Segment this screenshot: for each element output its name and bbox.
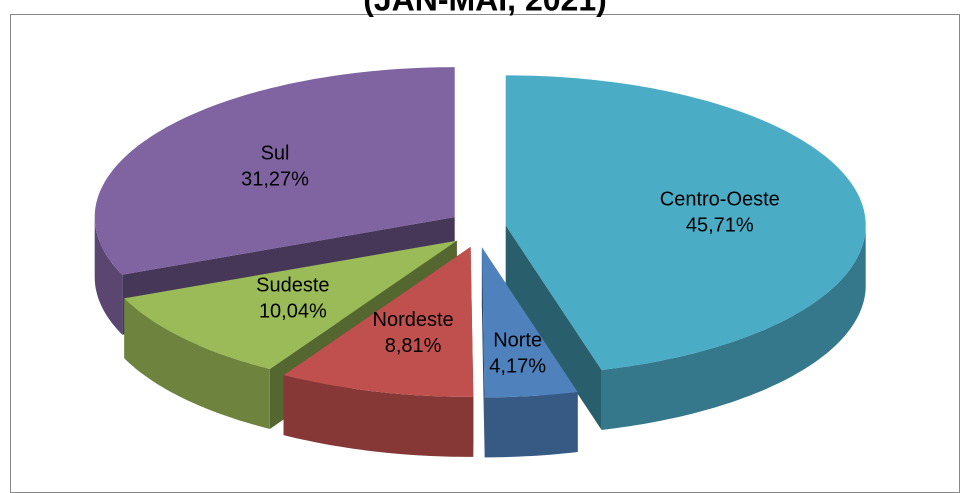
slice-side [124,298,270,429]
slice [481,247,578,398]
slice-side [484,392,578,458]
slice [94,67,455,275]
slice-side [505,225,602,430]
slice-label: Centro-Oeste [660,189,780,211]
slice-value-label: 45,71% [686,215,754,237]
slice-side [283,375,474,457]
slice [505,75,866,371]
slice-value-label: 4,17% [489,356,546,378]
slice-side [601,225,866,430]
slice-label: Nordeste [373,309,454,331]
chart-title: (JAN-MAI, 2021) [363,0,607,17]
slice-label: Norte [493,330,542,352]
slice-label: Sul [261,142,290,164]
slice-value-label: 10,04% [259,301,327,323]
slice-value-label: 8,81% [385,335,442,357]
slice [283,246,474,397]
slice-side [94,217,123,335]
slice-side [481,247,485,458]
slice-value-label: 31,27% [241,168,309,190]
slice-label: Sudeste [256,275,329,297]
slice [124,240,457,369]
